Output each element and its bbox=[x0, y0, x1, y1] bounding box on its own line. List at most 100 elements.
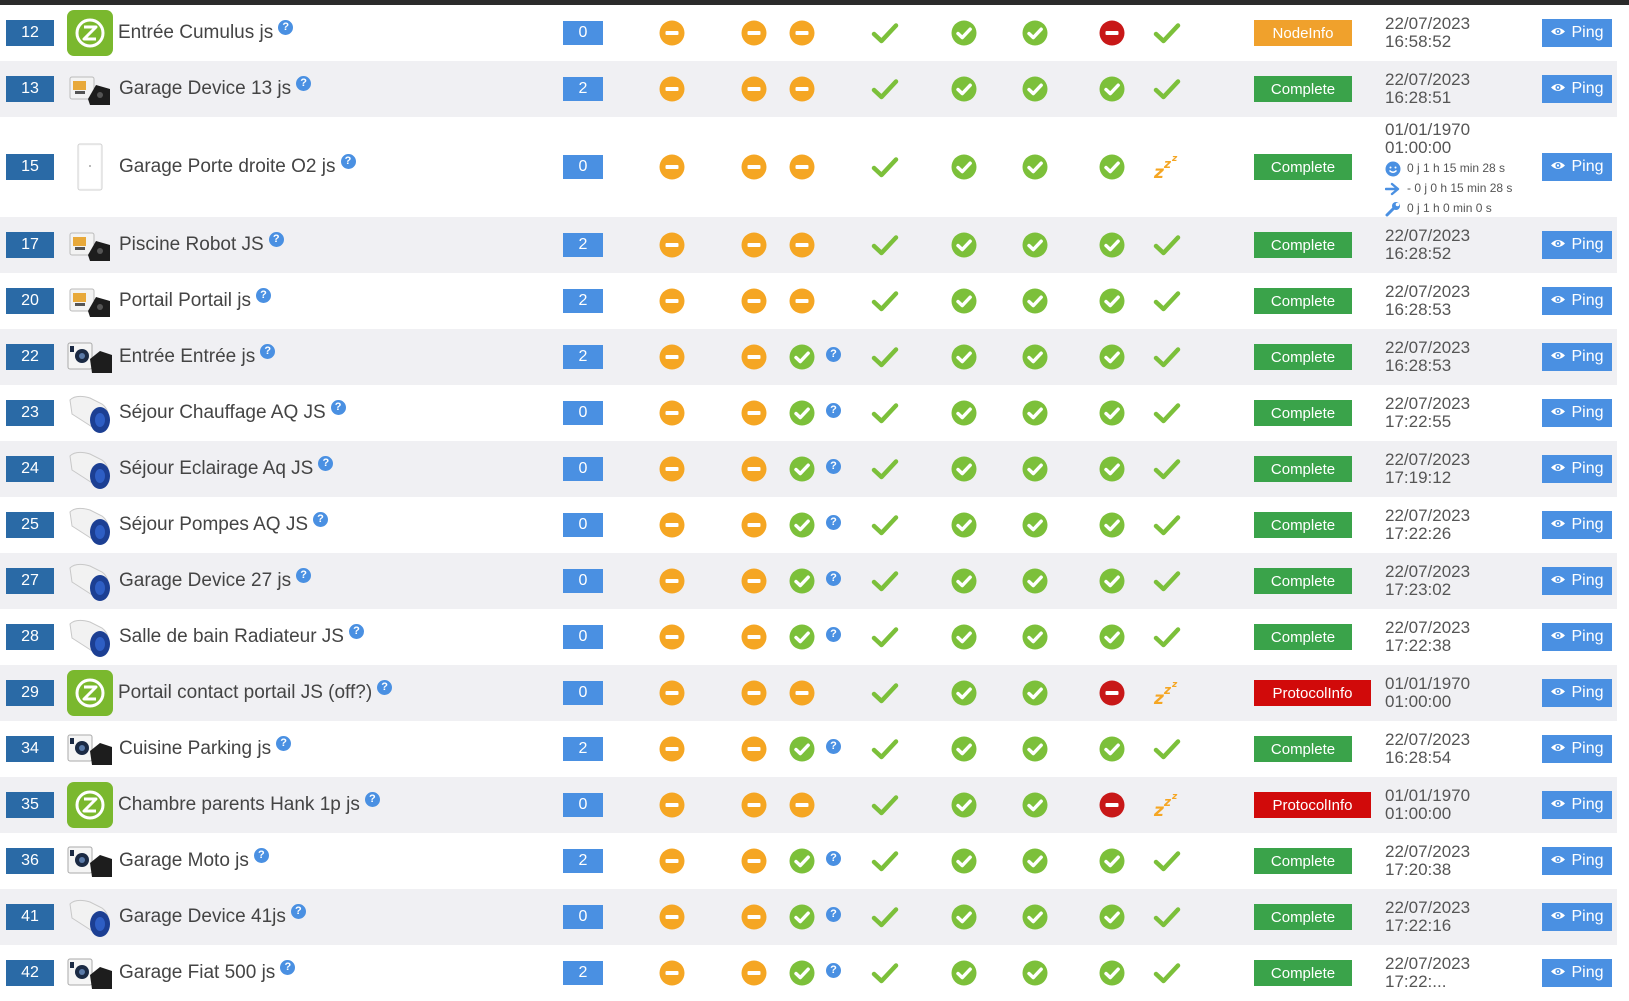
status-check-circle-icon bbox=[1098, 75, 1126, 103]
ping-button[interactable]: Ping bbox=[1542, 75, 1612, 103]
node-id-badge[interactable]: 41 bbox=[6, 904, 54, 930]
check-icon bbox=[1153, 959, 1181, 987]
device-image-camera bbox=[66, 725, 114, 773]
device-name[interactable]: Piscine Robot JS? bbox=[119, 232, 284, 256]
ping-button[interactable]: Ping bbox=[1542, 231, 1612, 259]
node-id-badge[interactable]: 23 bbox=[6, 400, 54, 426]
ping-button[interactable]: Ping bbox=[1542, 903, 1612, 931]
count-badge: 0 bbox=[563, 21, 603, 45]
help-icon[interactable]: ? bbox=[826, 459, 841, 474]
device-name[interactable]: Séjour Chauffage AQ JS? bbox=[119, 400, 346, 424]
node-id-badge[interactable]: 25 bbox=[6, 512, 54, 538]
status-minus-icon bbox=[740, 623, 768, 651]
device-name[interactable]: Garage Moto js? bbox=[119, 848, 269, 872]
device-name[interactable]: Garage Device 27 js? bbox=[119, 568, 312, 592]
node-id-badge[interactable]: 24 bbox=[6, 456, 54, 482]
help-icon[interactable]: ? bbox=[826, 907, 841, 922]
ping-button[interactable]: Ping bbox=[1542, 511, 1612, 539]
help-icon[interactable]: ? bbox=[364, 792, 380, 807]
help-icon[interactable]: ? bbox=[290, 904, 306, 919]
device-name[interactable]: Cuisine Parking js? bbox=[119, 736, 292, 760]
help-icon[interactable]: ? bbox=[296, 568, 312, 583]
node-id-badge[interactable]: 35 bbox=[6, 792, 54, 818]
ping-button[interactable]: Ping bbox=[1542, 153, 1612, 181]
ping-button[interactable]: Ping bbox=[1542, 623, 1612, 651]
help-icon[interactable]: ? bbox=[826, 739, 841, 754]
help-icon[interactable]: ? bbox=[826, 627, 841, 642]
device-name[interactable]: Portail contact portail JS (off?)? bbox=[118, 680, 393, 704]
node-id-badge[interactable]: 13 bbox=[6, 76, 54, 102]
help-icon[interactable]: ? bbox=[260, 344, 276, 359]
ping-button[interactable]: Ping bbox=[1542, 847, 1612, 875]
ping-button[interactable]: Ping bbox=[1542, 399, 1612, 427]
ping-button[interactable]: Ping bbox=[1542, 791, 1612, 819]
node-id-badge[interactable]: 29 bbox=[6, 680, 54, 706]
help-icon[interactable]: ? bbox=[278, 20, 294, 35]
interview-status-badge: NodeInfo bbox=[1254, 20, 1352, 46]
node-id-badge[interactable]: 28 bbox=[6, 624, 54, 650]
status-check-circle-icon bbox=[1021, 343, 1049, 371]
help-icon[interactable]: ? bbox=[296, 76, 312, 91]
device-image-module bbox=[66, 277, 114, 325]
device-name[interactable]: Entrée Entrée js? bbox=[119, 344, 276, 368]
device-name[interactable]: Salle de bain Radiateur JS? bbox=[119, 624, 364, 648]
node-id-badge[interactable]: 42 bbox=[6, 960, 54, 986]
status-check-circle-icon bbox=[950, 959, 978, 987]
help-icon[interactable]: ? bbox=[826, 515, 841, 530]
help-icon[interactable]: ? bbox=[280, 960, 296, 975]
node-id-badge[interactable]: 20 bbox=[6, 288, 54, 314]
help-icon[interactable]: ? bbox=[826, 347, 841, 362]
help-icon[interactable]: ? bbox=[826, 403, 841, 418]
node-id-badge[interactable]: 36 bbox=[6, 848, 54, 874]
help-icon[interactable]: ? bbox=[826, 851, 841, 866]
ping-button[interactable]: Ping bbox=[1542, 343, 1612, 371]
ping-button[interactable]: Ping bbox=[1542, 735, 1612, 763]
ping-button[interactable]: Ping bbox=[1542, 567, 1612, 595]
device-name[interactable]: Garage Device 41js? bbox=[119, 904, 306, 928]
help-icon[interactable]: ? bbox=[340, 154, 356, 169]
ping-button[interactable]: Ping bbox=[1542, 455, 1612, 483]
status-check-circle-icon bbox=[950, 679, 978, 707]
node-id-badge[interactable]: 15 bbox=[6, 154, 54, 180]
device-name[interactable]: Garage Porte droite O2 js? bbox=[119, 154, 356, 178]
status-minus-icon bbox=[788, 231, 816, 259]
device-name[interactable]: Séjour Eclairage Aq JS? bbox=[119, 456, 334, 480]
help-icon[interactable]: ? bbox=[268, 232, 284, 247]
node-id-badge[interactable]: 34 bbox=[6, 736, 54, 762]
ping-button[interactable]: Ping bbox=[1542, 959, 1612, 987]
help-icon[interactable]: ? bbox=[348, 624, 364, 639]
ping-button[interactable]: Ping bbox=[1542, 287, 1612, 315]
node-id-badge[interactable]: 12 bbox=[6, 20, 54, 46]
device-name[interactable]: Chambre parents Hank 1p js? bbox=[118, 792, 380, 816]
device-name[interactable]: Garage Fiat 500 js? bbox=[119, 960, 296, 984]
ping-label: Ping bbox=[1571, 628, 1604, 645]
node-id-badge[interactable]: 27 bbox=[6, 568, 54, 594]
ping-label: Ping bbox=[1571, 236, 1604, 253]
help-icon[interactable]: ? bbox=[276, 736, 292, 751]
ping-button[interactable]: Ping bbox=[1542, 679, 1612, 707]
help-icon[interactable]: ? bbox=[318, 456, 334, 471]
eye-icon bbox=[1550, 348, 1571, 366]
device-name[interactable]: Séjour Pompes AQ JS? bbox=[119, 512, 329, 536]
help-icon[interactable]: ? bbox=[330, 400, 346, 415]
check-icon bbox=[871, 231, 899, 259]
device-name[interactable]: Garage Device 13 js? bbox=[119, 76, 312, 100]
date-text: 01/01/1970 bbox=[1385, 120, 1471, 139]
node-id-badge[interactable]: 22 bbox=[6, 344, 54, 370]
help-icon[interactable]: ? bbox=[253, 848, 269, 863]
check-icon bbox=[1153, 511, 1181, 539]
help-icon[interactable]: ? bbox=[826, 571, 841, 586]
check-icon bbox=[1153, 343, 1181, 371]
eye-icon bbox=[1550, 24, 1571, 42]
help-icon[interactable]: ? bbox=[377, 680, 393, 695]
count-badge: 2 bbox=[563, 849, 603, 873]
ping-button[interactable]: Ping bbox=[1542, 19, 1612, 47]
node-id-badge[interactable]: 17 bbox=[6, 232, 54, 258]
device-name[interactable]: Entrée Cumulus js? bbox=[118, 20, 294, 44]
help-icon[interactable]: ? bbox=[313, 512, 329, 527]
device-name[interactable]: Portail Portail js? bbox=[119, 288, 271, 312]
count-badge: 2 bbox=[563, 77, 603, 101]
help-icon[interactable]: ? bbox=[826, 963, 841, 978]
status-error-icon bbox=[1098, 791, 1126, 819]
help-icon[interactable]: ? bbox=[256, 288, 271, 303]
